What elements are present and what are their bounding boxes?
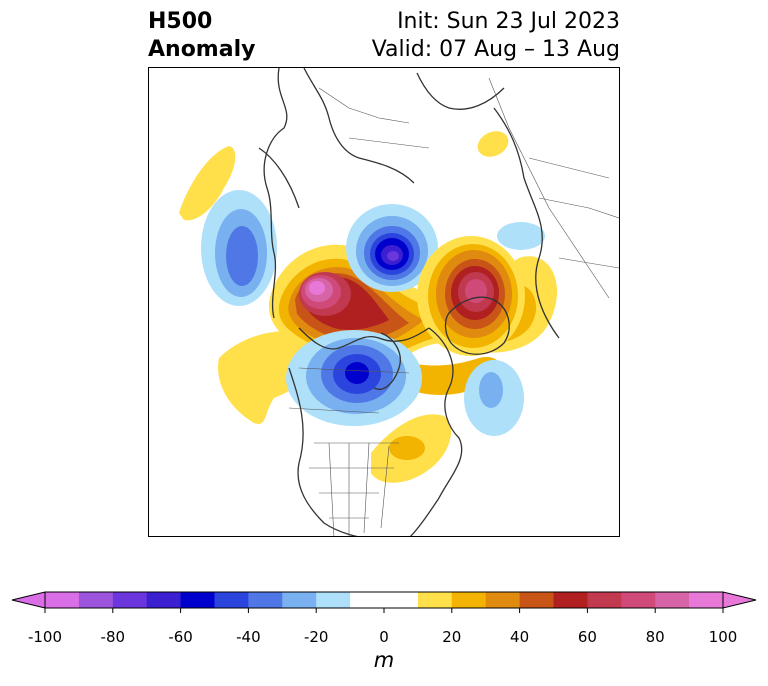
colorbar-segments [45, 592, 724, 608]
anomaly-neg-arctic [346, 204, 438, 292]
colorbar-segment [519, 592, 554, 608]
anomaly-pos-greenland [417, 236, 525, 356]
colorbar-segment [553, 592, 588, 608]
colorbar-tick-label: -100 [27, 628, 63, 646]
anomaly-pos-aleutian [179, 146, 236, 221]
colorbar-tick-label: 100 [708, 628, 738, 646]
colorbar-segment [248, 592, 283, 608]
colorbar-segment [621, 592, 656, 608]
anomaly-pos-siberia [477, 131, 509, 157]
colorbar-segment [655, 592, 690, 608]
anomaly-neg-alaska [201, 190, 277, 306]
colorbar-tick-label: 60 [577, 628, 597, 646]
colorbar-segment [214, 592, 249, 608]
unit-label: m [373, 648, 395, 672]
colorbar-tick-label: 80 [645, 628, 665, 646]
title-line-1: H500 [148, 9, 213, 34]
anomaly-neg-hudson [286, 330, 422, 426]
colorbar-segment [350, 592, 385, 608]
colorbar-tick-label: 40 [510, 628, 530, 646]
colorbar-tick-label: -40 [236, 628, 261, 646]
colorbar-segment [485, 592, 521, 608]
colorbar-segment [78, 592, 114, 608]
map-title: H500 Anomaly [148, 8, 255, 64]
valid-range: Valid: 07 Aug – 13 Aug [371, 37, 620, 62]
map-panel [148, 67, 620, 537]
colorbar-segment [587, 592, 622, 608]
colorbar-segment [451, 592, 487, 608]
init-date: Init: Sun 23 Jul 2023 [397, 9, 620, 34]
anomaly-map [179, 68, 619, 536]
colorbar-segment [282, 592, 317, 608]
coastlines [258, 68, 560, 536]
colorbar-tick-label: 20 [442, 628, 462, 646]
colorbar-tick-label: -20 [303, 628, 329, 646]
title-line-2: Anomaly [148, 37, 256, 62]
colorbar-arrow-left [11, 591, 46, 609]
colorbar-segment [384, 592, 419, 608]
colorbar-segment [180, 592, 215, 608]
colorbar-tick-label: 0 [379, 628, 389, 646]
forecast-dates: Init: Sun 23 Jul 2023 Valid: 07 Aug – 13… [372, 8, 620, 64]
colorbar-tick-label: -60 [168, 628, 193, 646]
anomaly-neg-east [497, 222, 545, 250]
colorbar-ticks [44, 608, 724, 613]
colorbar-segment [45, 592, 80, 608]
colorbar-segment [417, 592, 453, 608]
anomaly-pos-eastern-us [371, 414, 452, 483]
colorbar-arrow-right [722, 591, 757, 609]
borders [288, 77, 619, 536]
colorbar-segment [112, 592, 148, 608]
colorbar-segment [146, 592, 182, 608]
colorbar-segment [689, 592, 724, 608]
colorbar-tick-label: -80 [100, 628, 126, 646]
colorbar [11, 591, 757, 613]
colorbar-segment [316, 592, 351, 608]
anomaly-neg-atlantic [464, 360, 524, 436]
